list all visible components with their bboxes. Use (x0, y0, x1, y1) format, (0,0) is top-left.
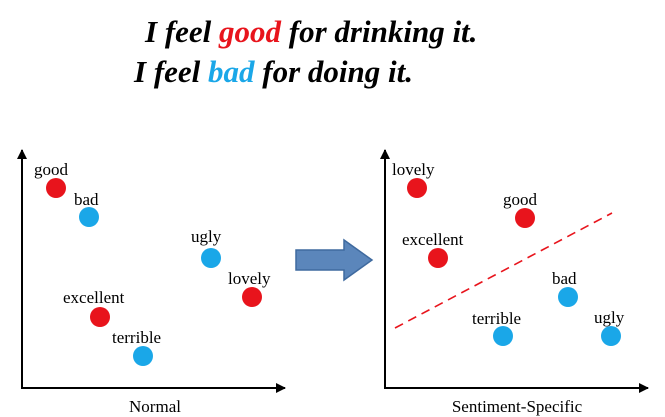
word-label-good: good (34, 160, 69, 179)
word-point-ugly (601, 326, 621, 346)
word-point-lovely (242, 287, 262, 307)
word-label-ugly: ugly (594, 308, 625, 327)
word-label-terrible: terrible (472, 309, 521, 328)
panel-sentiment-specific: lovely good excellent bad terrible ugly Senti… (380, 149, 649, 416)
word-point-lovely (407, 178, 427, 198)
panel-caption: Normal (129, 397, 181, 416)
word-label-lovely: lovely (392, 160, 435, 179)
word-point-ugly (201, 248, 221, 268)
example-sentence-negative: I feel bad for doing it. (134, 56, 413, 87)
word-label-good: good (503, 190, 538, 209)
panel-caption: Sentiment-Specific (452, 397, 583, 416)
word-point-bad (558, 287, 578, 307)
word-point-good (515, 208, 535, 228)
word-label-excellent: excellent (402, 230, 464, 249)
word-point-good (46, 178, 66, 198)
word-point-terrible (493, 326, 513, 346)
sentence-prefix: I feel (145, 14, 220, 49)
word-label-bad: bad (74, 190, 99, 209)
sentence-suffix: for doing it. (254, 54, 413, 89)
word-point-excellent (428, 248, 448, 268)
word-label-lovely: lovely (228, 269, 271, 288)
sentence-prefix: I feel (134, 54, 209, 89)
keyword-good: good (219, 14, 282, 49)
word-points: lovely good excellent bad terrible ugly (392, 160, 625, 346)
transform-arrow-icon (295, 238, 374, 282)
word-point-excellent (90, 307, 110, 327)
word-label-terrible: terrible (112, 328, 161, 347)
sentence-suffix: for drinking it. (281, 14, 478, 49)
word-label-ugly: ugly (191, 227, 222, 246)
word-label-bad: bad (552, 269, 577, 288)
example-sentence-positive: I feel good for drinking it. (145, 16, 477, 47)
word-point-bad (79, 207, 99, 227)
word-point-terrible (133, 346, 153, 366)
word-label-excellent: excellent (63, 288, 125, 307)
keyword-bad: bad (208, 54, 255, 89)
sentiment-divider-line (394, 212, 613, 329)
